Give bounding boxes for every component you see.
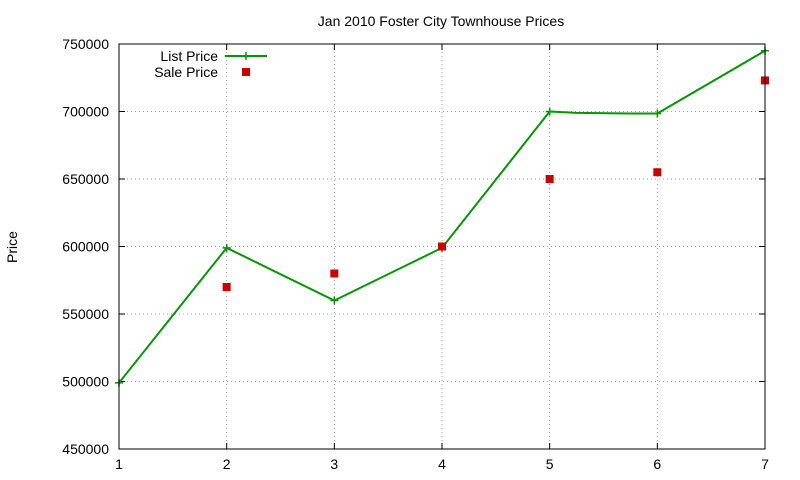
x-tick-label: 5 xyxy=(546,456,554,472)
x-tick-label: 2 xyxy=(223,456,231,472)
y-tick-label: 600000 xyxy=(62,239,109,255)
y-tick-label: 500000 xyxy=(62,374,109,390)
legend-entry-list-price: List Price xyxy=(160,48,267,64)
legend-label: List Price xyxy=(160,48,218,64)
x-tick-label: 3 xyxy=(330,456,338,472)
sale-price-point xyxy=(222,283,231,291)
y-tick-label: 450000 xyxy=(62,441,109,457)
x-tick-label: 6 xyxy=(653,456,661,472)
y-axis-label: Price xyxy=(4,231,20,263)
x-tick-label: 1 xyxy=(115,456,123,472)
sale-price-point xyxy=(438,242,446,251)
sale-price-point xyxy=(653,168,662,177)
x-tick-label: 4 xyxy=(438,456,446,472)
y-tick-label: 650000 xyxy=(62,171,109,187)
y-tick-label: 550000 xyxy=(62,306,109,322)
legend-label: Sale Price xyxy=(154,64,218,80)
list-price-point xyxy=(653,109,662,118)
axis-ticks: 1 2 3 4 5 6 7 450000 500000 550000 600000 650000 700… xyxy=(62,36,769,472)
x-tick-label: 7 xyxy=(761,456,769,472)
list-price-point xyxy=(222,243,231,252)
chart-title: Jan 2010 Foster City Townhouse Prices xyxy=(318,13,564,29)
legend-entry-sale-price: Sale Price xyxy=(154,64,250,80)
legend-square-sample xyxy=(242,68,250,76)
sale-price-point xyxy=(545,175,554,183)
plot-frame xyxy=(118,43,766,450)
list-price-point xyxy=(545,107,554,116)
sale-price-point xyxy=(330,269,339,278)
list-price-point xyxy=(330,296,339,305)
y-tick-label: 700000 xyxy=(62,104,109,120)
y-tick-label: 750000 xyxy=(62,36,109,52)
